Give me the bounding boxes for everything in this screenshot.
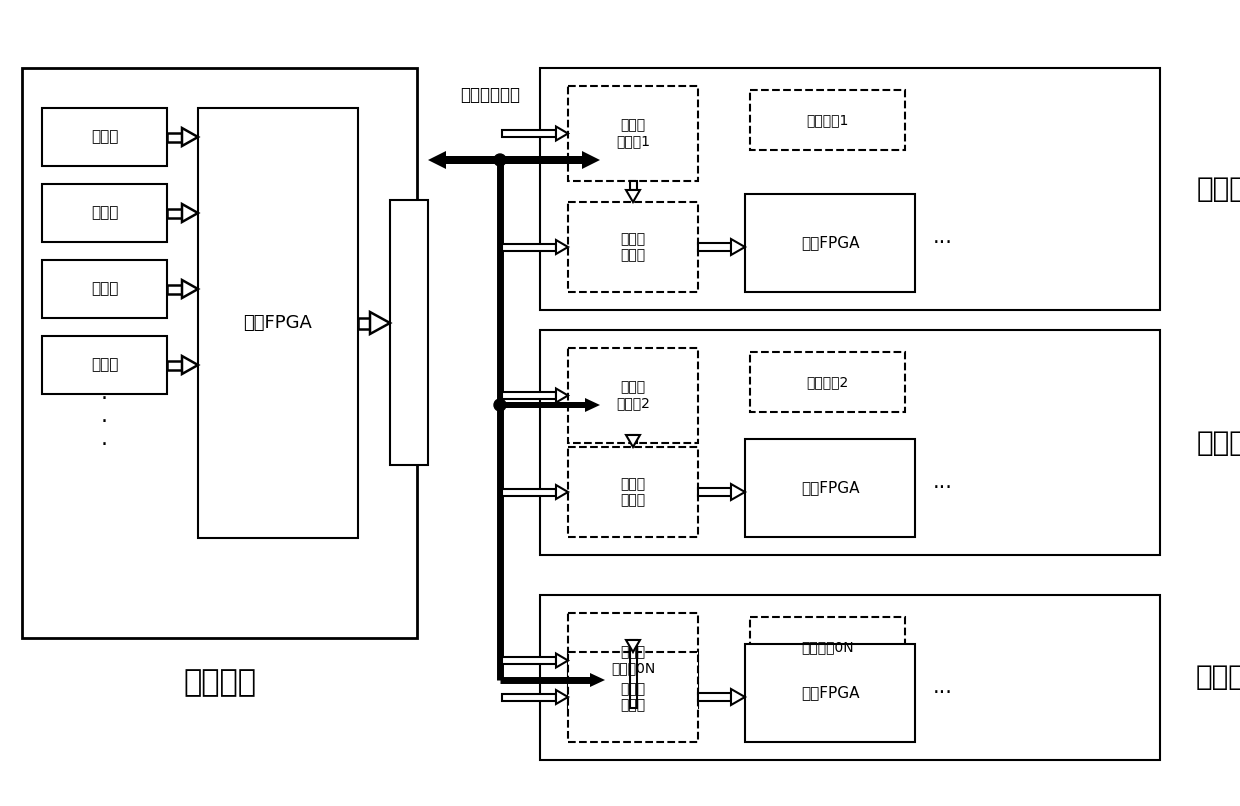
Polygon shape [585,398,600,412]
Text: 被控制杗2: 被控制杗2 [1197,429,1240,456]
Text: 主控FPGA: 主控FPGA [243,314,312,332]
Bar [500,402,585,408]
Bar [502,488,556,496]
Text: 存储器: 存储器 [91,281,118,297]
Polygon shape [556,690,568,704]
Bar [446,156,582,164]
Polygon shape [626,190,640,202]
Polygon shape [590,673,605,687]
Text: ·
·
·: · · · [496,505,503,585]
Polygon shape [626,435,640,447]
Text: 存储器: 存储器 [91,358,118,372]
Text: 被控制板N: 被控制板N [1195,663,1240,692]
Text: 存储器: 存储器 [91,130,118,144]
Polygon shape [182,128,198,146]
Bar [568,86,698,181]
Text: 电源供甓1: 电源供甓1 [806,113,848,127]
Polygon shape [556,388,568,402]
Text: 接口阻
抗隔离: 接口阻 抗隔离 [620,477,646,507]
Bar [198,108,358,538]
Text: 分区电
源供甓0N: 分区电 源供甓0N [611,646,655,675]
Text: ·
·
·: · · · [100,388,108,455]
Polygon shape [370,312,391,334]
Bar [42,184,167,242]
Bar [391,200,428,465]
Bar [167,209,182,218]
Text: 接口阻
抗隔离: 接口阻 抗隔离 [620,232,646,262]
Text: 接口阻
抗隔离: 接口阻 抗隔离 [620,682,646,712]
Bar [745,194,915,292]
Text: 分区电
源供甓1: 分区电 源供甓1 [616,118,650,148]
Bar [698,243,732,251]
Polygon shape [732,689,745,705]
Bar [539,68,1159,310]
Bar [750,90,905,150]
Bar [698,488,732,496]
Bar [502,243,556,251]
Bar [630,181,636,190]
Bar [745,439,915,537]
Bar [502,657,556,664]
Bar [502,392,556,399]
Bar [539,595,1159,760]
Bar [22,68,417,638]
Polygon shape [182,204,198,222]
Bar [630,435,636,443]
Text: 电源供甓2: 电源供甓2 [806,375,848,389]
Text: 被控FPGA: 被控FPGA [801,480,859,496]
Polygon shape [556,240,568,254]
Bar [568,447,698,537]
Polygon shape [582,151,600,169]
Text: 被控FPGA: 被控FPGA [801,235,859,251]
Text: 电源供甓0N: 电源供甓0N [801,640,854,654]
Text: ···: ··· [932,683,952,703]
Circle shape [494,154,506,166]
Text: ···: ··· [932,233,952,253]
Bar [167,360,182,369]
Polygon shape [428,151,446,169]
Polygon shape [556,127,568,140]
Bar [568,348,698,443]
Bar [167,285,182,293]
Circle shape [494,399,506,411]
Bar [502,693,556,700]
Polygon shape [182,280,198,298]
Bar [568,652,698,742]
Bar [167,132,182,142]
Text: 存储器: 存储器 [91,206,118,221]
Bar [42,260,167,318]
Polygon shape [182,356,198,374]
Bar [358,318,370,329]
Bar [750,352,905,412]
Text: 被控制杗1: 被控制杗1 [1197,175,1240,203]
Bar [630,640,636,708]
Bar [568,202,698,292]
Polygon shape [732,484,745,500]
Bar [42,108,167,166]
Bar [502,130,556,137]
Text: 被控FPGA: 被控FPGA [801,685,859,700]
Text: 分区电
源供甓2: 分区电 源供甓2 [616,380,650,410]
Bar [750,617,905,677]
Bar [42,336,167,394]
Text: ···: ··· [932,478,952,498]
Polygon shape [732,239,745,255]
Polygon shape [556,654,568,667]
Polygon shape [556,485,568,499]
Text: 主控制板: 主控制板 [184,668,255,697]
Text: 数据复用总线: 数据复用总线 [460,86,520,104]
Polygon shape [626,640,640,652]
Bar [698,693,732,701]
Bar [560,677,590,683]
Bar [539,330,1159,555]
Bar [568,613,698,708]
Bar [745,644,915,742]
